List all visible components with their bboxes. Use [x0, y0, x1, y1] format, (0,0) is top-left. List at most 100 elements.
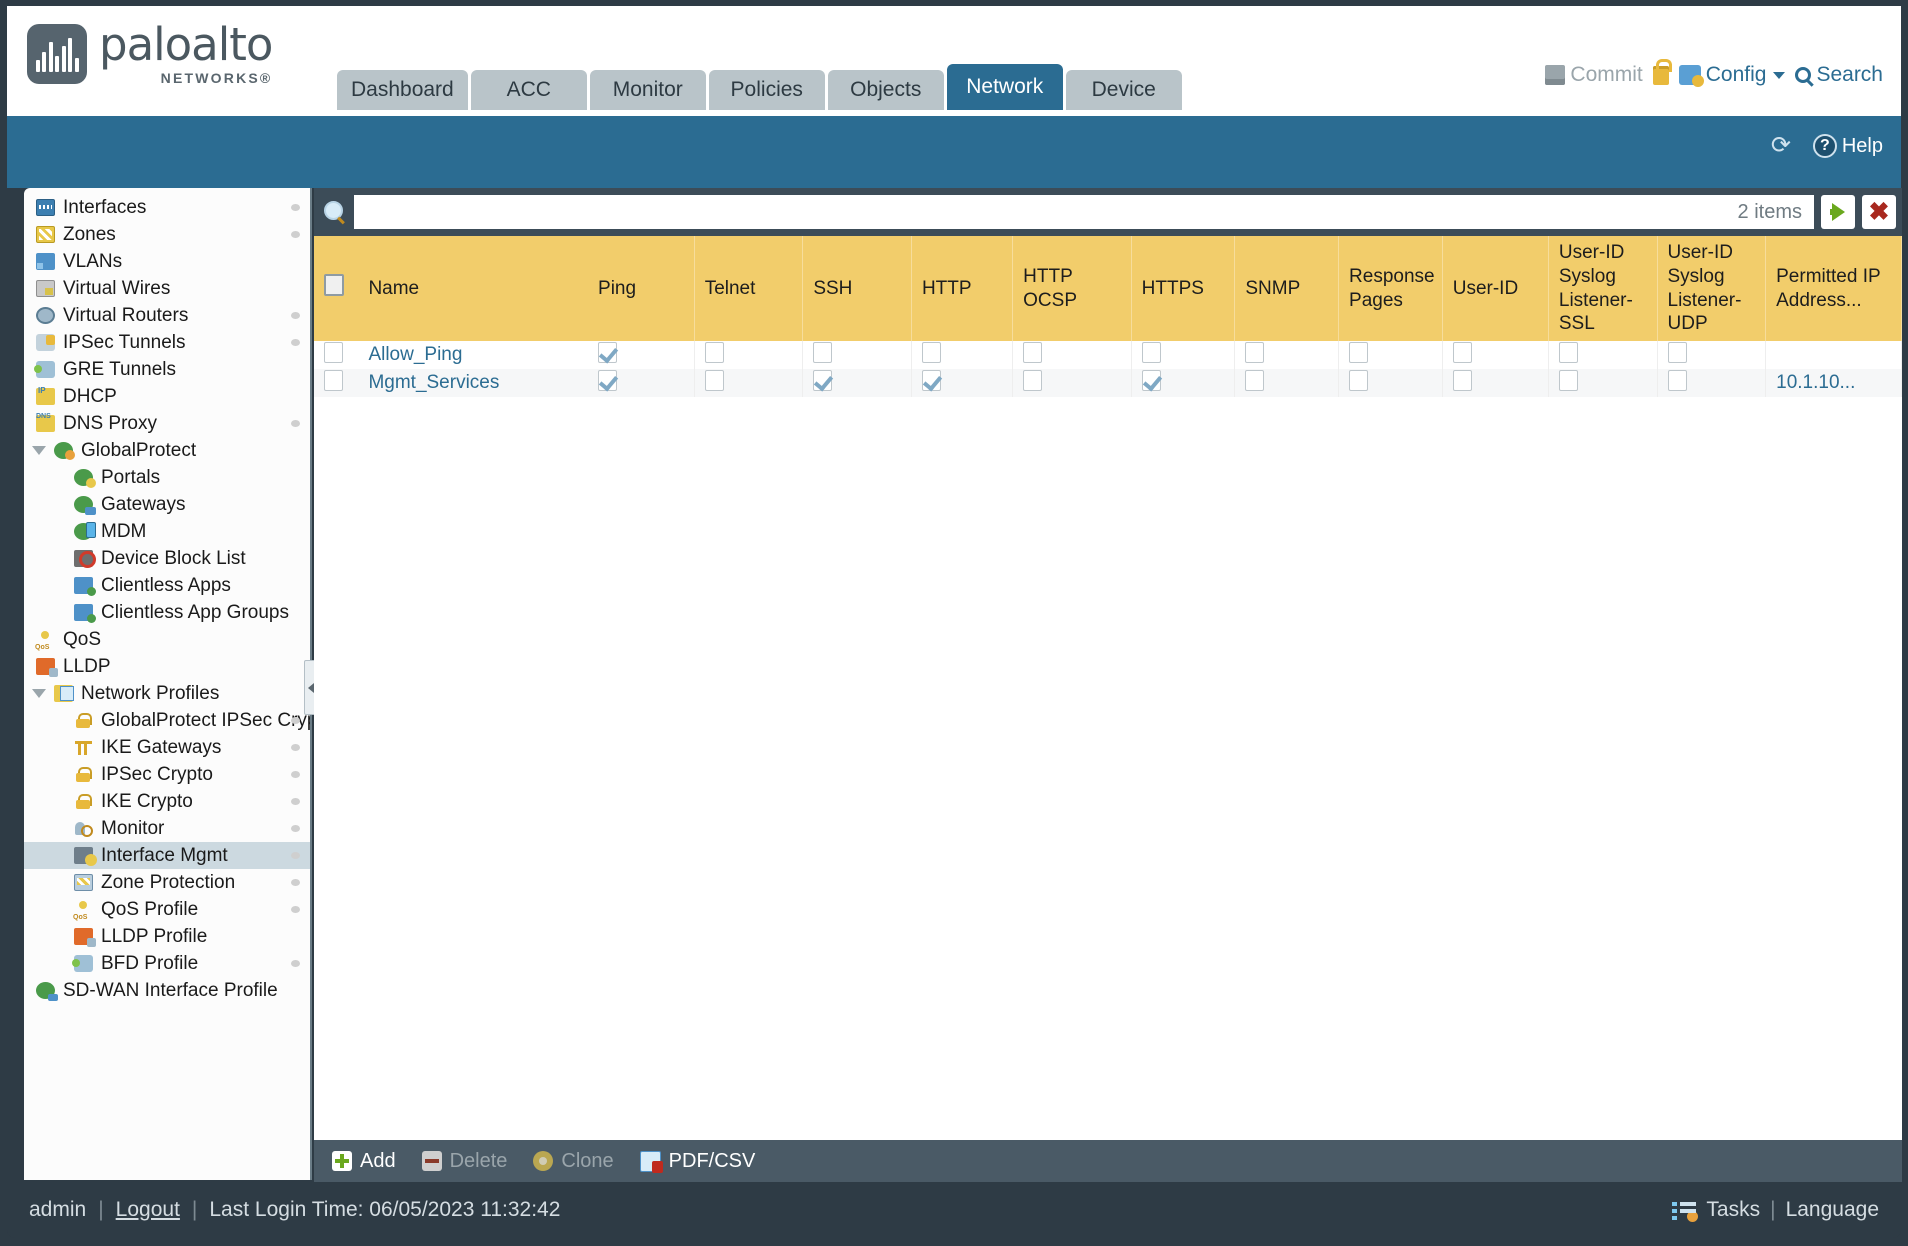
column-header-user-id-syslog-listener-udp[interactable]: User-ID Syslog Listener-UDP [1657, 236, 1767, 341]
snmp-checkbox[interactable] [1245, 341, 1265, 363]
expand-collapse-triangle-icon[interactable] [32, 446, 46, 455]
column-header-ping[interactable]: Ping [588, 236, 695, 341]
config-menu[interactable]: Config [1678, 63, 1786, 87]
user-id-checkbox[interactable] [1452, 341, 1472, 363]
sidebar-item-ipsec-tunnels[interactable]: IPSec Tunnels [24, 329, 310, 356]
apply-filter-arrow-icon[interactable] [1821, 195, 1855, 229]
telnet-checkbox[interactable] [704, 341, 724, 363]
http-checkbox[interactable] [921, 341, 941, 363]
https-checkbox[interactable] [1141, 341, 1161, 363]
sidebar-item-gre-tunnels[interactable]: GRE Tunnels [24, 356, 310, 383]
sidebar-item-portals[interactable]: Portals [24, 464, 310, 491]
sidebar-item-zones[interactable]: Zones [24, 221, 310, 248]
ssh-checkbox[interactable] [813, 341, 833, 363]
tab-dashboard[interactable]: Dashboard [337, 70, 468, 110]
sidebar-item-dns-proxy[interactable]: DNS Proxy [24, 410, 310, 437]
sidebar-item-ike-gateways[interactable]: IKE Gateways [24, 734, 310, 761]
expand-collapse-triangle-icon[interactable] [32, 689, 46, 698]
sidebar-item-qos-profile[interactable]: QoS Profile [24, 896, 310, 923]
column-header-user-id[interactable]: User-ID [1442, 236, 1549, 341]
pdf-csv-button[interactable]: PDF/CSV [639, 1150, 755, 1173]
user-id-syslog-udp-checkbox[interactable] [1667, 341, 1687, 363]
column-header-https[interactable]: HTTPS [1131, 236, 1236, 341]
delete-button[interactable]: Delete [421, 1150, 507, 1173]
sidebar-item-bfd-profile[interactable]: BFD Profile [24, 950, 310, 977]
sidebar-item-virtual-routers[interactable]: Virtual Routers [24, 302, 310, 329]
table-row[interactable]: Allow_Ping [314, 341, 1902, 369]
row-select-checkbox[interactable] [324, 341, 343, 363]
column-header-ssh[interactable]: SSH [802, 236, 912, 341]
column-header-permitted-ip-address[interactable]: Permitted IP Address... [1765, 236, 1902, 341]
snmp-checkbox[interactable] [1245, 369, 1265, 391]
sidebar-item-dhcp[interactable]: DHCP [24, 383, 310, 410]
sidebar-item-lldp[interactable]: LLDP [24, 653, 310, 680]
column-header-name[interactable]: Name [358, 236, 589, 341]
column-header-response-pages[interactable]: Response Pages [1338, 236, 1443, 341]
clone-button[interactable]: Clone [533, 1150, 614, 1173]
sidebar-item-zone-protection[interactable]: Zone Protection [24, 869, 310, 896]
sidebar-item-mdm[interactable]: MDM [24, 518, 310, 545]
response-pages-checkbox[interactable] [1349, 369, 1369, 391]
user-id-syslog-ssl-checkbox[interactable] [1558, 369, 1578, 391]
help-button[interactable]: ? Help [1812, 134, 1883, 158]
sidebar-item-label: Zones [63, 223, 116, 245]
sidebar-item-qos[interactable]: QoS [24, 626, 310, 653]
column-header-http[interactable]: HTTP [911, 236, 1014, 341]
user-id-syslog-ssl-checkbox[interactable] [1558, 341, 1578, 363]
search-input[interactable] [354, 195, 1738, 229]
column-header-user-id-syslog-listener-ssl[interactable]: User-ID Syslog Listener-SSL [1548, 236, 1658, 341]
tab-objects[interactable]: Objects [827, 70, 944, 110]
response-pages-checkbox[interactable] [1349, 341, 1369, 363]
sidebar-item-globalprotect[interactable]: GlobalProtect [24, 437, 310, 464]
user-id-syslog-udp-checkbox[interactable] [1667, 369, 1687, 391]
tab-acc[interactable]: ACC [470, 70, 587, 110]
profile-name-link[interactable]: Allow_Ping [368, 344, 463, 365]
sidebar-item-vlans[interactable]: VLANs [24, 248, 310, 275]
ssh-checkbox[interactable] [813, 369, 833, 391]
sidebar-item-ike-crypto[interactable]: IKE Crypto [24, 788, 310, 815]
logout-link[interactable]: Logout [115, 1198, 180, 1221]
profile-name-link[interactable]: Mgmt_Services [368, 372, 500, 393]
sidebar-item-interface-mgmt[interactable]: Interface Mgmt [24, 842, 310, 869]
add-button[interactable]: Add [332, 1150, 396, 1173]
http-ocsp-checkbox[interactable] [1023, 341, 1043, 363]
sidebar-item-clientless-apps[interactable]: Clientless Apps [24, 572, 310, 599]
column-header-http-ocsp[interactable]: HTTP OCSP [1012, 236, 1132, 341]
tab-network[interactable]: Network [946, 64, 1063, 110]
tab-policies[interactable]: Policies [708, 70, 825, 110]
column-header-snmp[interactable]: SNMP [1234, 236, 1340, 341]
tasks-button[interactable]: Tasks [1706, 1198, 1761, 1221]
table-row[interactable]: Mgmt_Services 10.1.10... [314, 369, 1902, 397]
sidebar-item-device-block-list[interactable]: Device Block List [24, 545, 310, 572]
search-button[interactable]: Search [1795, 63, 1883, 87]
tab-monitor[interactable]: Monitor [589, 70, 706, 110]
sidebar-item-virtual-wires[interactable]: Virtual Wires [24, 275, 310, 302]
column-header-telnet[interactable]: Telnet [694, 236, 804, 341]
sidebar-item-interfaces[interactable]: Interfaces [24, 194, 310, 221]
sidebar-item-globalprotect-ipsec-crypto[interactable]: GlobalProtect IPSec Crypto [24, 707, 310, 734]
telnet-checkbox[interactable] [704, 369, 724, 391]
sidebar-item-ipsec-crypto[interactable]: IPSec Crypto [24, 761, 310, 788]
https-checkbox[interactable] [1141, 369, 1161, 391]
ike-gateways-icon [74, 739, 93, 756]
sidebar-item-clientless-app-groups[interactable]: Clientless App Groups [24, 599, 310, 626]
lock-icon[interactable] [1652, 58, 1672, 85]
user-id-checkbox[interactable] [1452, 369, 1472, 391]
commit-button[interactable]: Commit [1545, 63, 1643, 87]
select-all-checkbox[interactable] [324, 274, 344, 297]
language-button[interactable]: Language [1785, 1198, 1879, 1221]
ipsec-tunnels-icon [36, 334, 55, 351]
sidebar-item-lldp-profile[interactable]: LLDP Profile [24, 923, 310, 950]
sidebar-item-monitor[interactable]: Monitor [24, 815, 310, 842]
refresh-icon[interactable]: ⟳ [1770, 132, 1791, 159]
clear-filter-close-icon[interactable]: ✖ [1862, 195, 1896, 229]
sidebar-item-network-profiles[interactable]: Network Profiles [24, 680, 310, 707]
sidebar-item-sd-wan-interface-profile[interactable]: SD-WAN Interface Profile [24, 977, 310, 1004]
tab-device[interactable]: Device [1065, 70, 1182, 110]
ping-checkbox[interactable] [598, 341, 618, 363]
http-checkbox[interactable] [921, 369, 941, 391]
ping-checkbox[interactable] [598, 369, 618, 391]
http-ocsp-checkbox[interactable] [1023, 369, 1043, 391]
sidebar-item-gateways[interactable]: Gateways [24, 491, 310, 518]
row-select-checkbox[interactable] [324, 369, 343, 391]
